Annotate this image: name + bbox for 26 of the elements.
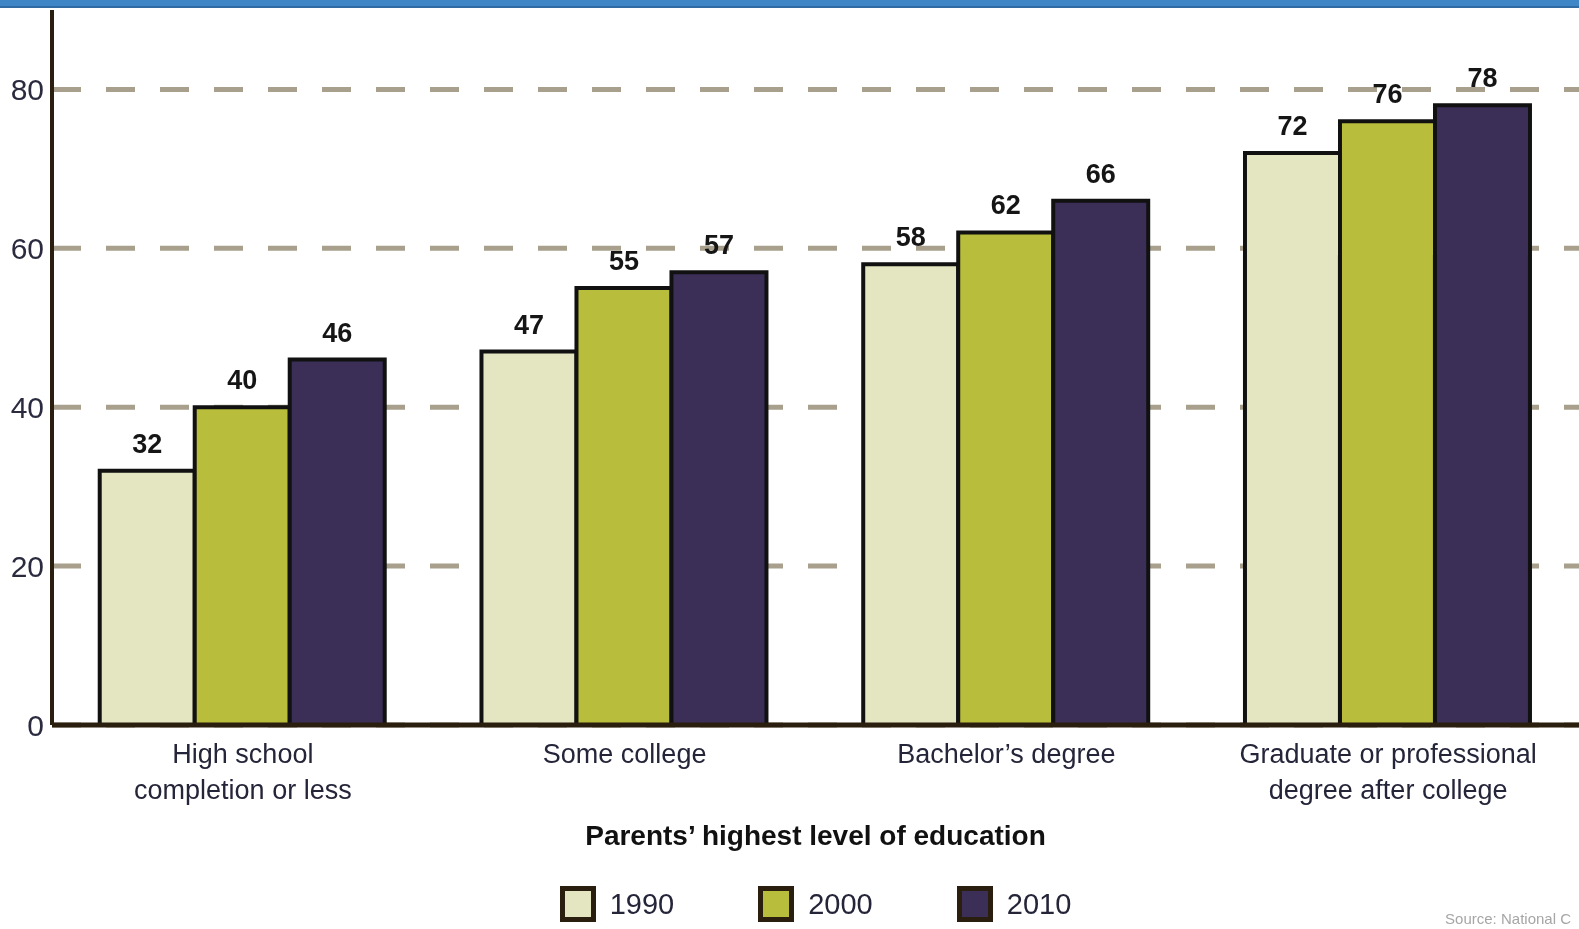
- data-label: 55: [608, 246, 639, 277]
- data-label: 47: [513, 309, 544, 340]
- data-label: 32: [132, 428, 163, 459]
- y-tick-label: 40: [10, 390, 44, 424]
- data-label: 66: [1085, 158, 1116, 189]
- x-tick-label: Graduate or professional degree after college: [1239, 739, 1537, 805]
- source-note: Source: National C: [1445, 910, 1571, 927]
- legend-label: 1990: [609, 887, 675, 921]
- x-axis-title: Parents’ highest level of education: [584, 820, 1047, 852]
- x-tick-label: Some college: [542, 739, 707, 769]
- data-label: 40: [227, 365, 258, 396]
- data-label: 72: [1277, 111, 1308, 141]
- y-tick-label: 60: [10, 231, 44, 265]
- legend-label: 2010: [1006, 887, 1072, 921]
- data-label: 46: [322, 317, 353, 348]
- data-label: 58: [895, 222, 926, 253]
- data-label: 62: [990, 190, 1021, 221]
- data-label: 78: [1467, 63, 1498, 94]
- x-tick-label: Bachelor’s degree: [897, 739, 1116, 769]
- y-tick-label: 80: [10, 73, 44, 107]
- data-label: 76: [1372, 79, 1403, 110]
- data-label: 57: [703, 230, 734, 261]
- y-tick-label: 0: [27, 708, 44, 742]
- legend-label: 2000: [808, 887, 873, 921]
- x-tick-label: High school completion or less: [134, 739, 352, 805]
- y-tick-label: 20: [10, 549, 44, 583]
